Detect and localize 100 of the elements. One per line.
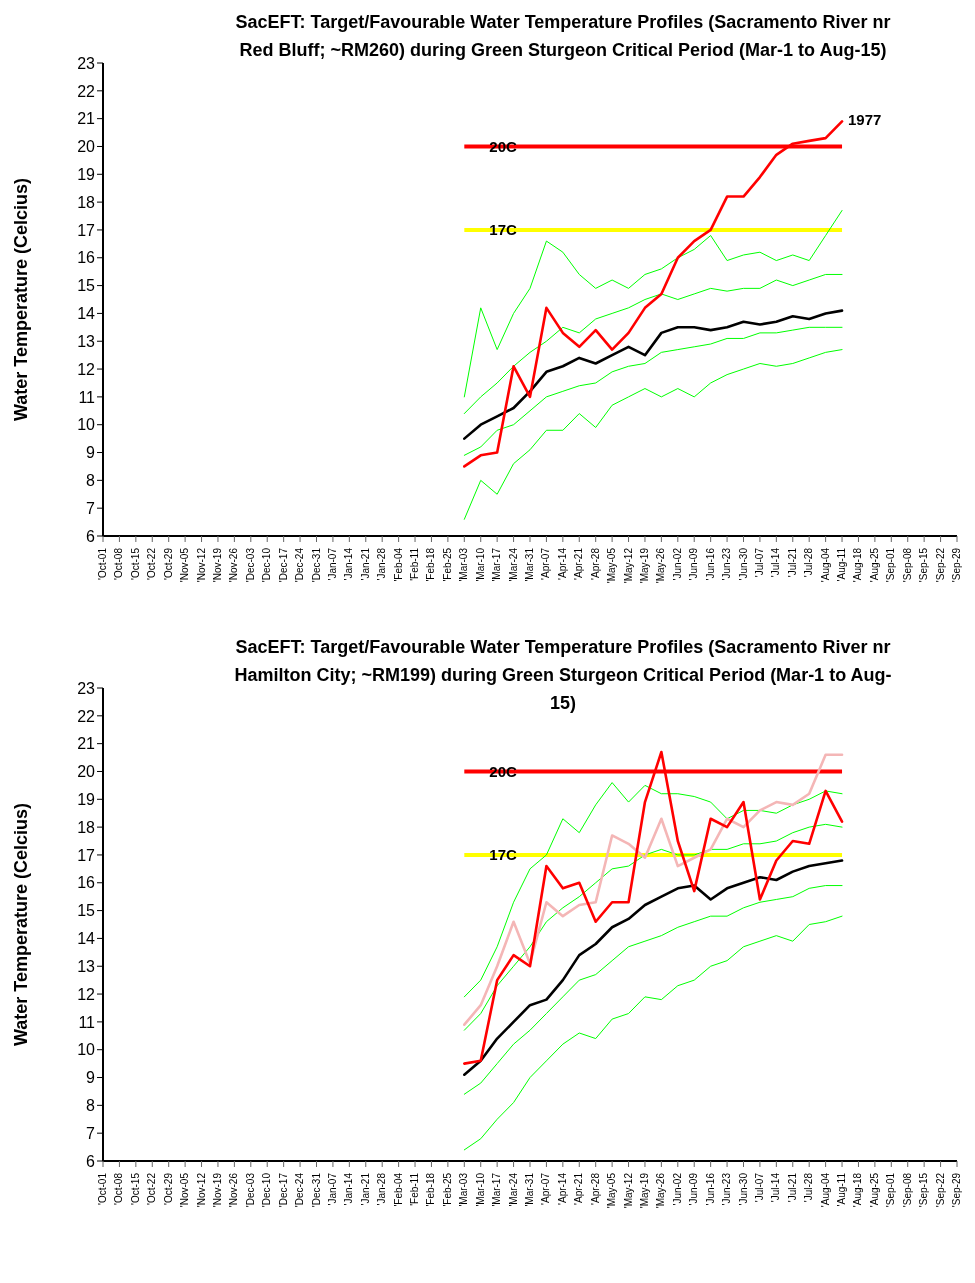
x-tick-label: 'May-12 <box>622 547 634 584</box>
x-tick-label: 'Nov-12 <box>195 547 207 583</box>
x-tick-label: 'Aug-11 <box>836 547 848 582</box>
x-tick-label: 'Dec-17 <box>277 547 289 583</box>
y-tick-label: 7 <box>86 1124 96 1142</box>
x-tick-label: 'Oct-15 <box>129 547 141 580</box>
x-tick-label: 'Apr-14 <box>556 1172 568 1205</box>
x-tick-label: 'Dec-31 <box>310 547 322 583</box>
chart-title: SacEFT: Target/Favourable Water Temperature Profiles (Sacramento River nr Red Bluff; ~RM260) during Green Sturgeon Critical Period (Mar-1 to Aug-15) <box>234 11 892 62</box>
y-tick-label: 14 <box>77 305 96 323</box>
y-tick-label: 11 <box>78 1013 96 1031</box>
x-tick-label: 'Oct-29 <box>162 547 174 580</box>
y-tick-label: 10 <box>77 416 96 434</box>
x-tick-label: 'Aug-25 <box>868 1172 880 1208</box>
chart-title: SacEFT: Target/Favourable Water Temperature Profiles (Sacramento River nr Hamilton City; ~RM199) during Green Sturgeon Critical Period (Mar-1 to Aug-15) <box>233 636 893 715</box>
x-tick-label: 'Jan-07 <box>326 547 338 581</box>
x-tick-label: 'Feb-04 <box>392 1172 404 1207</box>
line-series <box>463 273 843 415</box>
x-tick-label: 'Mar-24 <box>507 547 519 582</box>
x-tick-label: 'Jun-23 <box>721 1172 733 1206</box>
x-tick-label: 'Jun-23 <box>721 547 733 581</box>
x-tick-label: 'Dec-03 <box>244 547 256 583</box>
y-tick-label: 17 <box>77 221 96 239</box>
x-tick-label: 'Sep-15 <box>918 1172 930 1208</box>
y-tick-label: 9 <box>86 444 96 462</box>
x-tick-label: 'Oct-01 <box>97 547 108 580</box>
x-tick-label: 'Oct-22 <box>146 1172 158 1205</box>
y-tick-label: 6 <box>86 1152 96 1170</box>
x-tick-label: 'Nov-26 <box>228 1172 240 1208</box>
x-tick-label: 'Sep-22 <box>934 547 946 583</box>
x-tick-label: 'May-26 <box>655 547 667 584</box>
x-tick-label: 'Nov-19 <box>211 547 223 583</box>
x-tick-label: 'Jun-30 <box>737 1172 749 1206</box>
y-tick-label: 19 <box>77 165 96 183</box>
ref-line-label: 17C <box>489 221 517 239</box>
x-tick-label: 'Aug-18 <box>852 1172 864 1208</box>
x-tick-label: 'Jul-21 <box>786 547 798 578</box>
x-tick-label: 'Jan-14 <box>343 1172 355 1206</box>
x-tick-label: 'Feb-11 <box>409 547 421 581</box>
x-tick-label: 'Oct-15 <box>129 1172 141 1205</box>
x-tick-label: 'Jan-28 <box>376 1172 388 1206</box>
x-tick-label: 'Jun-02 <box>671 1172 683 1206</box>
line-series <box>463 309 844 440</box>
y-tick-label: 16 <box>77 249 96 267</box>
line-series <box>463 326 843 456</box>
x-tick-label: 'Jul-28 <box>803 1172 815 1203</box>
y-tick-label: 17 <box>77 846 96 864</box>
y-tick-label: 12 <box>77 360 96 378</box>
y-tick-label: 21 <box>77 110 96 128</box>
x-tick-label: 'Mar-03 <box>458 547 470 582</box>
x-tick-label: 'Sep-15 <box>918 547 930 583</box>
y-tick-label: 6 <box>86 527 96 545</box>
x-tick-label: 'Jul-14 <box>770 1172 782 1203</box>
x-tick-label: 'Jul-14 <box>770 547 782 578</box>
line-series <box>463 915 843 1151</box>
y-tick-label: 16 <box>77 874 96 892</box>
x-tick-label: 'Jul-28 <box>803 547 815 578</box>
ref-line-label: 20C <box>489 137 517 155</box>
x-tick-label: 'Apr-28 <box>589 547 601 580</box>
y-tick-label: 7 <box>86 499 96 517</box>
y-tick-label: 12 <box>77 985 96 1003</box>
y-tick-label: 20 <box>77 138 96 156</box>
x-tick-label: 'Sep-01 <box>885 1172 897 1208</box>
y-tick-label: 8 <box>86 1097 96 1115</box>
line-series <box>463 782 843 998</box>
x-tick-label: 'Feb-11 <box>409 1172 421 1206</box>
line-series <box>463 885 843 1095</box>
x-tick-label: 'Apr-07 <box>540 547 552 580</box>
x-tick-label: 'May-05 <box>606 1172 618 1209</box>
x-tick-label: 'Nov-26 <box>228 547 240 583</box>
x-tick-label: 'Oct-22 <box>146 547 158 580</box>
x-tick-label: 'Oct-01 <box>97 1172 108 1205</box>
x-tick-label: 'Dec-03 <box>244 1172 256 1208</box>
series-label: 1977 <box>848 111 882 129</box>
x-tick-label: 'Jun-02 <box>671 547 683 581</box>
x-tick-label: 'Jul-07 <box>753 1172 765 1203</box>
line-series <box>463 209 843 398</box>
line-series <box>463 859 844 1077</box>
y-tick-label: 13 <box>77 957 96 975</box>
x-tick-label: 'Mar-17 <box>491 1172 503 1207</box>
x-tick-label: 'Jun-16 <box>704 547 716 581</box>
x-tick-label: 'Apr-07 <box>540 1172 552 1205</box>
x-tick-label: 'Mar-10 <box>474 547 486 582</box>
x-tick-label: 'Jul-21 <box>786 1172 798 1203</box>
x-tick-label: 'Nov-05 <box>179 1172 191 1208</box>
x-tick-label: 'Jan-21 <box>359 547 371 581</box>
x-tick-label: 'Jul-07 <box>753 547 765 578</box>
x-tick-label: 'Jun-30 <box>737 547 749 581</box>
x-tick-label: 'May-05 <box>606 547 618 584</box>
y-tick-label: 13 <box>77 332 96 350</box>
x-tick-label: 'Nov-12 <box>195 1172 207 1208</box>
line-series <box>463 823 843 1031</box>
line-series <box>463 120 844 468</box>
y-tick-label: 8 <box>86 472 96 490</box>
x-tick-label: 'Dec-31 <box>310 1172 322 1208</box>
y-axis-title: Water Temperature (Celcius) <box>11 177 32 422</box>
y-axis-title: Water Temperature (Celcius) <box>11 802 32 1047</box>
x-tick-label: 'May-12 <box>622 1172 634 1209</box>
x-tick-label: 'Oct-08 <box>113 1172 125 1205</box>
x-tick-label: 'Sep-29 <box>951 1172 962 1208</box>
